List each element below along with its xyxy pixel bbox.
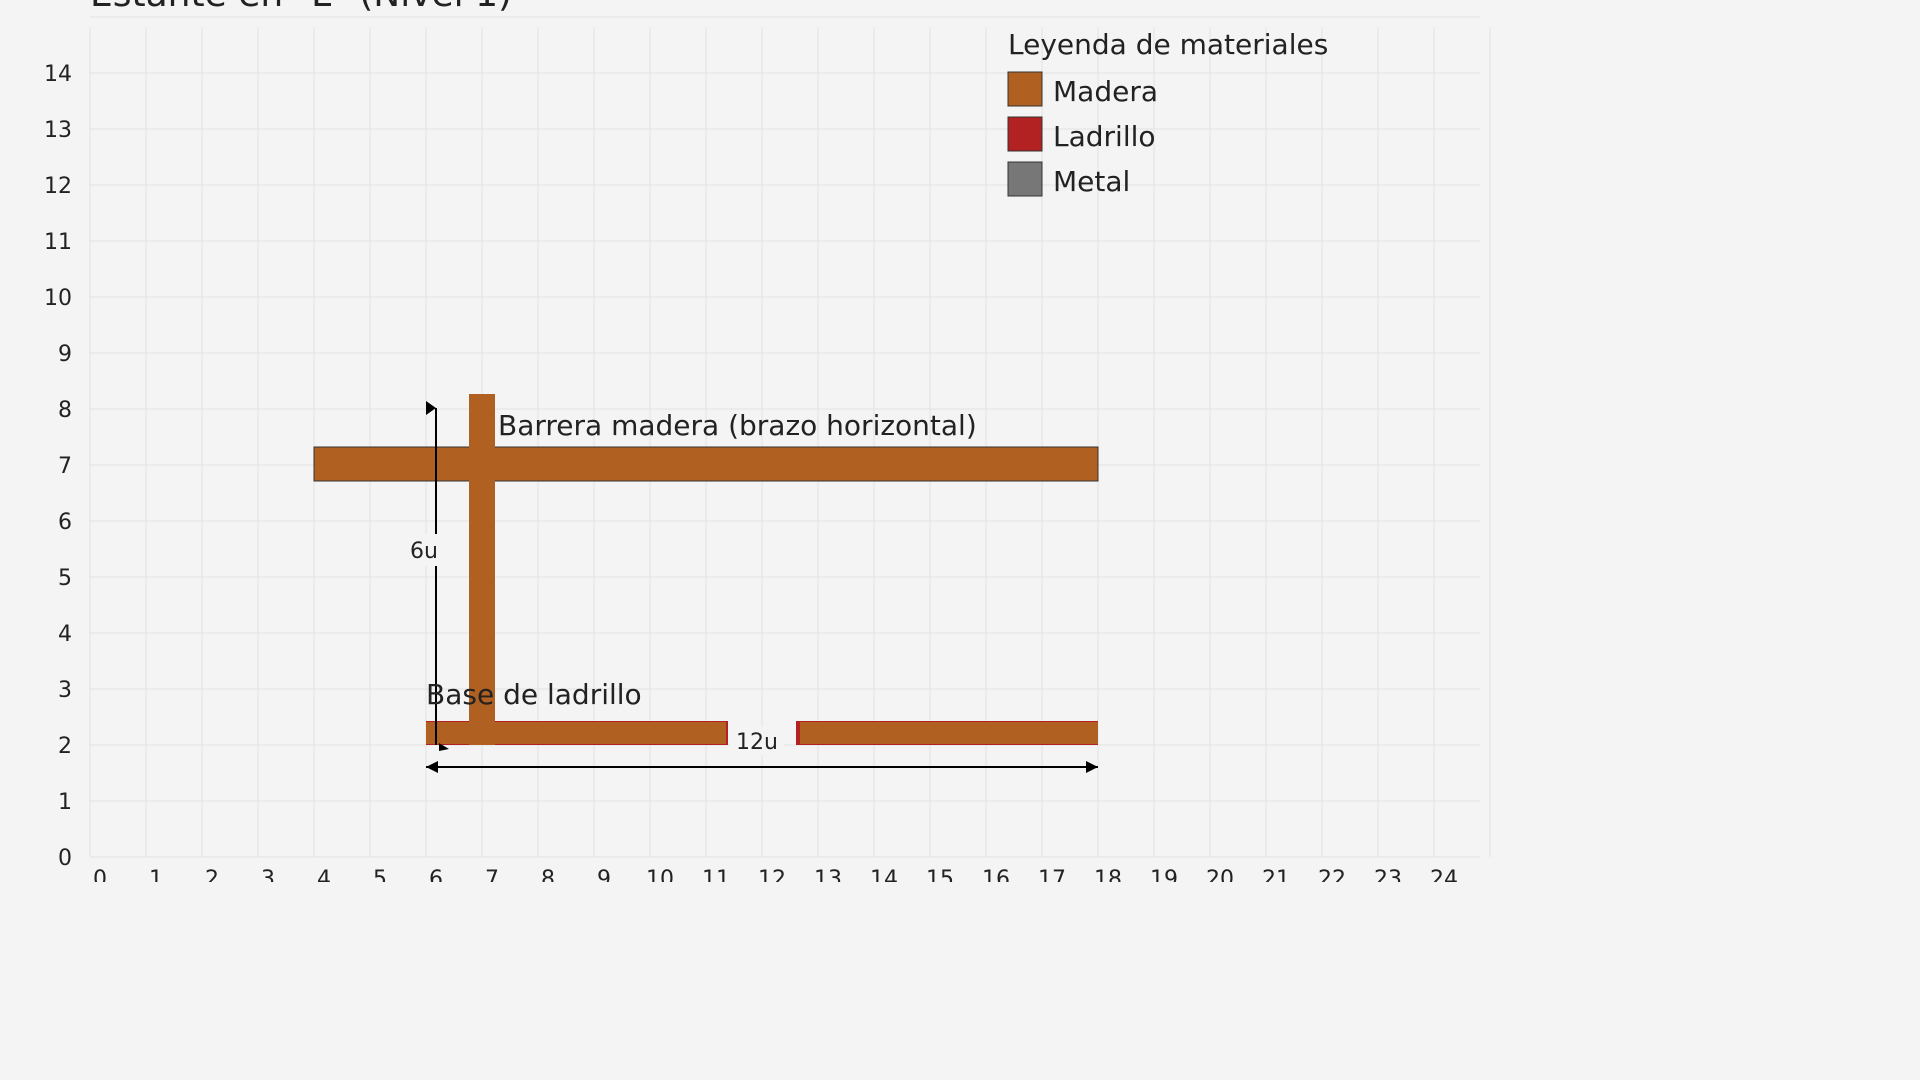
x-tick-label: 12: [758, 867, 786, 882]
x-tick-label: 24: [1430, 867, 1458, 882]
x-tick-label: 17: [1038, 867, 1066, 882]
x-tick-label: 3: [261, 867, 275, 882]
structure-shapes: [313, 394, 1099, 745]
y-tick-label: 12: [44, 174, 72, 199]
height-dimension-label: 6u: [410, 539, 438, 564]
wood-barrier-horizontal: [313, 446, 1099, 482]
base-label: Base de ladrillo: [426, 678, 642, 711]
legend-title: Leyenda de materiales: [1008, 28, 1328, 61]
x-tick-label: 21: [1262, 867, 1290, 882]
x-tick-label: 5: [373, 867, 387, 882]
legend: Leyenda de materiales Madera Ladrillo Me…: [1007, 28, 1328, 198]
y-tick-label: 6: [58, 510, 72, 535]
y-tick-label: 11: [44, 230, 72, 255]
y-tick-label: 4: [58, 622, 72, 647]
x-tick-label: 18: [1094, 867, 1122, 882]
y-tick-label: 8: [58, 398, 72, 423]
y-tick-label: 2: [58, 734, 72, 759]
height-arrow-top: [426, 401, 436, 415]
y-tick-label: 1: [58, 790, 72, 815]
legend-label-metal: Metal: [1053, 165, 1130, 198]
dimension-lines: 12u 6u: [404, 401, 1098, 773]
y-tick-label: 10: [44, 286, 72, 311]
y-tick-label: 7: [58, 454, 72, 479]
legend-swatch-metal: [1007, 161, 1043, 197]
x-tick-label: 19: [1150, 867, 1178, 882]
y-tick-label: 5: [58, 566, 72, 591]
x-tick-label: 14: [870, 867, 898, 882]
x-tick-label: 4: [317, 867, 331, 882]
x-tick-label: 20: [1206, 867, 1234, 882]
x-tick-label: 16: [982, 867, 1010, 882]
y-tick-label: 0: [58, 846, 72, 871]
diagram-title: Estante en "L" (Nivel 1): [90, 0, 512, 15]
grid: [89, 16, 1491, 858]
x-tick-label: 23: [1374, 867, 1402, 882]
width-dimension-label: 12u: [736, 730, 778, 755]
barrier-label: Barrera madera (brazo horizontal): [498, 409, 977, 442]
x-tick-label: 11: [702, 867, 730, 882]
width-label-bg: [730, 727, 784, 755]
wood-cover-right-segment: [800, 722, 1098, 744]
x-tick-label: 22: [1318, 867, 1346, 882]
y-tick-label: 13: [44, 118, 72, 143]
y-tick-label: 9: [58, 342, 72, 367]
x-tick-label: 6: [429, 867, 443, 882]
wood-post-vertical: [469, 394, 495, 745]
x-tick-label: 7: [485, 867, 499, 882]
legend-label-brick: Ladrillo: [1053, 120, 1156, 153]
x-tick-label: 0: [93, 867, 107, 882]
height-arrow-bottom: [439, 743, 449, 751]
x-tick-label: 10: [646, 867, 674, 882]
x-tick-label: 13: [814, 867, 842, 882]
y-tick-label: 3: [58, 678, 72, 703]
x-tick-label: 9: [597, 867, 611, 882]
x-tick-label: 15: [926, 867, 954, 882]
wood-cover-left-segment: [426, 722, 726, 744]
y-tick-label: 14: [44, 62, 72, 87]
height-label-bg: [404, 534, 444, 566]
x-tick-label: 1: [149, 867, 163, 882]
width-arrow-left: [426, 761, 438, 773]
x-tick-labels: 0 1 2 3 4 5 6 7 8 9 10 11 12 13 14 15 16 17 18 19 20 21 22 23 24: [93, 867, 1458, 882]
legend-swatch-wood: [1007, 71, 1043, 107]
diagram-canvas: Estante en "L" (Nivel 1) 012345678910111…: [44, 0, 1491, 882]
width-arrow-right: [1086, 761, 1098, 773]
legend-swatch-brick: [1007, 116, 1043, 152]
x-tick-label: 8: [541, 867, 555, 882]
legend-label-wood: Madera: [1053, 75, 1158, 108]
x-tick-label: 2: [205, 867, 219, 882]
